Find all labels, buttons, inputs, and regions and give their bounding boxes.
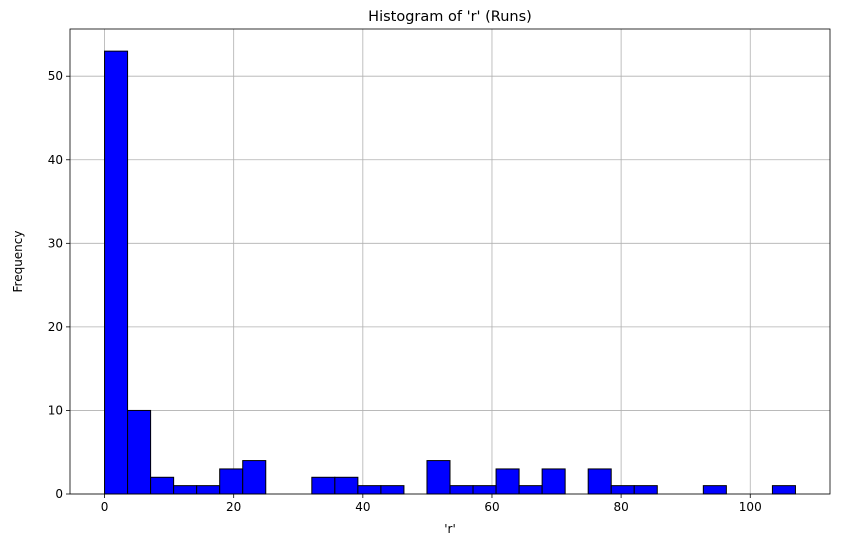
histogram-bar (150, 476, 175, 495)
histogram-bar (518, 485, 543, 495)
histogram-bar (610, 485, 635, 495)
histogram-bar (633, 485, 658, 495)
histogram-bar (702, 485, 727, 495)
x-tick-label: 20 (226, 500, 241, 514)
axis-ticks: 0 20 40 60 80 100 0 10 20 30 40 50 (48, 69, 762, 514)
chart-title: Histogram of 'r' (Runs) (368, 9, 532, 25)
histogram-bar (104, 50, 129, 495)
histogram-bar (311, 476, 336, 495)
y-tick-label: 10 (48, 403, 63, 417)
y-tick-label: 30 (48, 236, 63, 250)
histogram-bar (771, 485, 796, 495)
histogram-bars (104, 50, 796, 495)
x-tick-label: 40 (355, 500, 370, 514)
y-tick-label: 50 (48, 69, 63, 83)
plot-frame (69, 28, 831, 495)
y-tick-label: 40 (48, 153, 63, 167)
histogram-bar (426, 460, 451, 495)
x-tick-label: 60 (484, 500, 499, 514)
histogram-bar (357, 485, 382, 495)
y-tick-label: 20 (48, 320, 63, 334)
x-tick-label: 100 (739, 500, 762, 514)
histogram-bar (587, 468, 612, 495)
histogram-bar (472, 485, 497, 495)
histogram-bar (495, 468, 520, 495)
histogram-bar (173, 485, 198, 495)
x-tick-label: 80 (613, 500, 628, 514)
histogram-bar (196, 485, 221, 495)
histogram-bar (541, 468, 566, 495)
histogram-bar (219, 468, 244, 495)
x-tick-label: 0 (101, 500, 109, 514)
histogram-bar (334, 476, 359, 495)
y-tick-label: 0 (55, 487, 63, 501)
histogram-bar (242, 460, 267, 495)
x-axis-label: 'r' (444, 522, 456, 536)
y-axis-label: Frequency (11, 231, 25, 293)
histogram-bar (380, 485, 405, 495)
histogram-bar (449, 485, 474, 495)
histogram-bar (127, 409, 152, 495)
